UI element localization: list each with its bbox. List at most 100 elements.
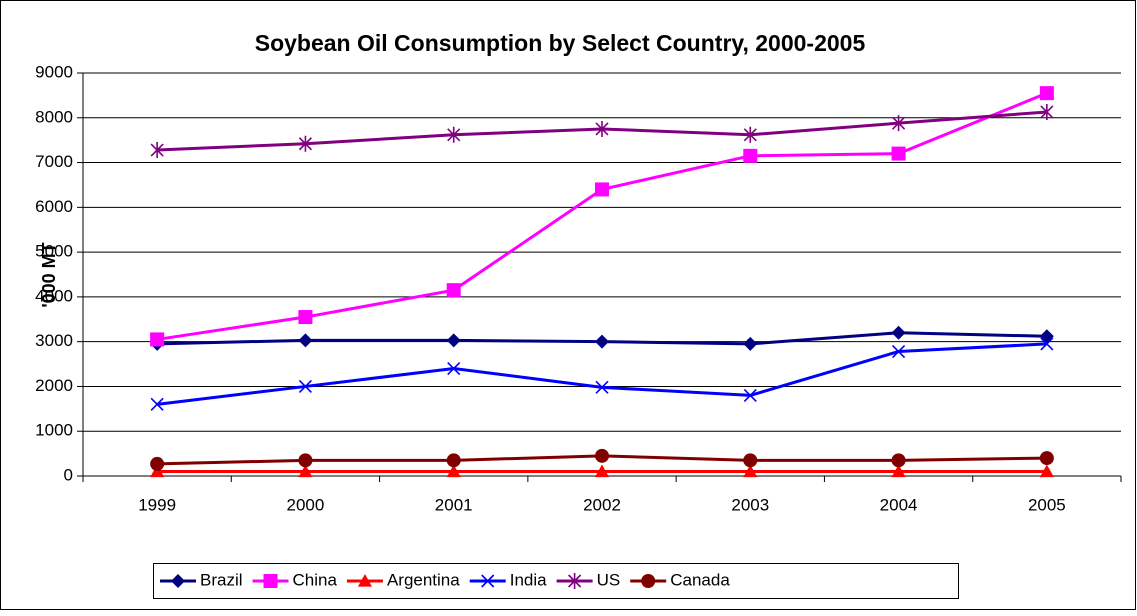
marker-shape <box>298 379 312 394</box>
marker-shape <box>595 448 609 463</box>
marker-shape <box>298 464 313 478</box>
marker <box>595 334 609 349</box>
marker <box>481 574 495 588</box>
y-axis-label: '000 MT <box>39 242 59 307</box>
x-tick-label: 1999 <box>138 495 176 514</box>
marker <box>357 574 372 587</box>
marker-shape <box>446 283 461 298</box>
marker-shape <box>595 380 609 394</box>
marker-shape <box>595 182 609 197</box>
legend-label: China <box>293 570 338 589</box>
marker <box>743 126 757 143</box>
marker-shape <box>743 464 758 478</box>
marker <box>641 574 656 588</box>
marker <box>1039 86 1054 101</box>
marker-shape <box>298 333 313 348</box>
marker <box>891 146 906 161</box>
marker <box>743 336 758 351</box>
marker-shape <box>447 126 461 143</box>
marker <box>446 453 461 468</box>
marker <box>150 397 164 411</box>
marker <box>743 464 758 478</box>
y-tick-label: 3000 <box>35 331 73 350</box>
marker <box>1039 451 1054 466</box>
marker-shape <box>891 464 906 478</box>
marker-shape <box>298 453 313 468</box>
y-tick-label: 1000 <box>35 421 73 440</box>
marker <box>298 464 313 478</box>
legend-label: Canada <box>670 570 730 589</box>
marker <box>595 380 609 394</box>
marker <box>298 333 313 348</box>
legend-label: India <box>510 570 547 589</box>
legend-label: US <box>597 570 621 589</box>
marker <box>1039 464 1054 478</box>
marker-shape <box>1039 464 1054 478</box>
marker <box>447 361 461 376</box>
marker-shape <box>891 325 906 340</box>
x-tick-label: 2000 <box>287 495 325 514</box>
y-tick-label: 4000 <box>35 286 73 305</box>
marker <box>446 464 461 478</box>
marker <box>1040 337 1054 351</box>
x-tick-label: 2004 <box>880 495 918 514</box>
marker <box>743 388 757 402</box>
marker-shape <box>298 310 313 325</box>
marker-shape <box>892 344 906 359</box>
marker-shape <box>447 361 461 376</box>
marker <box>446 283 461 298</box>
marker-shape <box>446 464 461 478</box>
x-tick-label: 2001 <box>435 495 473 514</box>
marker-shape <box>1040 103 1054 120</box>
marker-shape <box>743 453 758 468</box>
marker <box>150 142 164 159</box>
marker <box>595 448 609 463</box>
marker-shape <box>743 148 758 163</box>
marker <box>743 453 758 468</box>
marker <box>1040 103 1054 120</box>
marker <box>447 126 461 143</box>
marker <box>150 456 165 471</box>
marker-shape <box>641 574 656 588</box>
x-tick-label: 2005 <box>1028 495 1066 514</box>
marker <box>891 453 906 468</box>
marker-shape <box>298 135 312 152</box>
marker-shape <box>446 453 461 468</box>
marker-shape <box>1039 451 1054 466</box>
marker-shape <box>1039 86 1054 101</box>
marker-shape <box>263 574 278 588</box>
marker-shape <box>481 574 495 588</box>
marker <box>298 453 313 468</box>
y-tick-label: 0 <box>64 465 73 484</box>
marker <box>263 574 278 588</box>
marker-shape <box>891 146 906 161</box>
marker <box>298 379 312 394</box>
marker <box>891 464 906 478</box>
marker-shape <box>357 574 372 587</box>
marker <box>298 135 312 152</box>
chart-title: Soybean Oil Consumption by Select Countr… <box>255 30 866 56</box>
marker-shape <box>892 115 906 132</box>
marker <box>743 148 758 163</box>
marker-shape <box>150 397 164 411</box>
marker-shape <box>150 332 165 347</box>
marker <box>891 325 906 340</box>
marker-shape <box>595 334 609 349</box>
y-tick-label: 5000 <box>35 242 73 261</box>
legend-label: Brazil <box>200 570 243 589</box>
marker <box>568 573 582 589</box>
marker-shape <box>171 574 185 588</box>
marker <box>595 120 609 137</box>
marker <box>298 310 313 325</box>
marker <box>595 182 609 197</box>
marker-shape <box>446 333 461 348</box>
y-tick-label: 7000 <box>35 152 73 171</box>
marker <box>892 344 906 359</box>
marker-shape <box>1040 337 1054 351</box>
marker-shape <box>595 464 609 478</box>
marker-shape <box>568 573 582 589</box>
x-tick-label: 2003 <box>731 495 769 514</box>
marker-shape <box>595 120 609 137</box>
